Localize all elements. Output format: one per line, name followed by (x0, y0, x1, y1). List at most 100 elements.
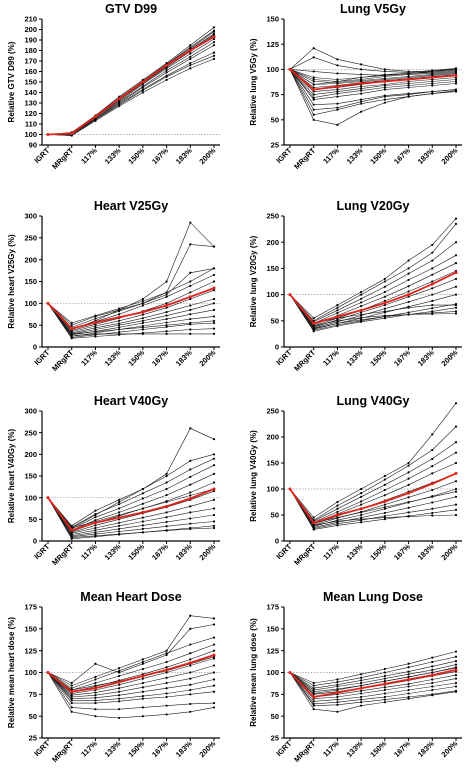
patient-series-line (289, 69, 457, 100)
mean-data-point (212, 286, 216, 290)
patient-data-point (360, 518, 363, 521)
patient-data-point (141, 686, 144, 689)
patient-data-point (212, 453, 216, 456)
patient-data-point (212, 513, 216, 517)
patient-data-point (189, 526, 192, 530)
patient-data-point (454, 67, 458, 70)
patient-data-point (407, 688, 410, 692)
patient-data-point (336, 507, 339, 510)
patient-data-point (212, 507, 216, 510)
patient-data-point (431, 273, 434, 276)
patient-data-point (407, 72, 410, 75)
patient-data-point (212, 289, 216, 292)
patient-data-point (189, 664, 192, 667)
patient-series-line (47, 303, 215, 336)
y-tick-label: 125 (24, 646, 37, 655)
patient-data-point (336, 500, 339, 504)
patient-data-point (454, 222, 458, 225)
patient-data-point (336, 78, 339, 81)
patient-data-point (431, 307, 434, 310)
patient-series-line (47, 497, 215, 535)
patient-data-point (454, 461, 458, 465)
panel-8: Mean Lung Dose255075100125150175IGRTMRgR… (249, 590, 462, 774)
patient-data-point (383, 280, 386, 283)
mean-series-line (47, 36, 215, 136)
patient-data-point (165, 649, 168, 652)
patient-data-point (360, 684, 363, 687)
patient-data-point (383, 74, 386, 77)
mean-data-point (383, 301, 387, 305)
patient-data-point (212, 280, 216, 283)
y-tick-label: 125 (266, 646, 279, 655)
y-tick-label: 300 (24, 212, 37, 221)
patient-data-point (360, 297, 363, 300)
patient-data-point (118, 104, 121, 107)
patient-data-point (165, 71, 168, 74)
patient-data-point (94, 529, 97, 532)
patient-data-point (165, 78, 168, 81)
y-tick-label: 200 (266, 433, 279, 442)
x-tick-label: MRgRT (50, 146, 75, 171)
y-tick-label: 100 (24, 493, 37, 502)
patient-data-point (141, 497, 144, 500)
x-tick-label: 150% (126, 542, 146, 562)
mean-data-point (430, 673, 434, 677)
patient-data-point (141, 677, 144, 680)
mean-data-point (288, 67, 292, 71)
y-tick-label: 200 (24, 25, 37, 34)
patient-data-point (431, 465, 434, 468)
patient-series-line (47, 268, 215, 326)
patient-data-point (141, 527, 144, 530)
patient-data-point (431, 660, 434, 664)
patient-data-point (383, 290, 386, 294)
patient-data-point (165, 314, 168, 317)
x-tick-label: 167% (150, 348, 170, 368)
patient-data-point (407, 685, 410, 688)
y-tick-label: 25 (271, 141, 279, 150)
y-axis-label: Relative GTV D99 (%) (7, 41, 16, 122)
x-tick-label: 117% (79, 542, 99, 562)
patient-data-point (118, 322, 121, 325)
mean-data-point (46, 671, 50, 674)
patient-data-point (360, 313, 363, 316)
patient-data-point (336, 72, 339, 75)
patient-series-line (289, 69, 457, 126)
patient-series-line (289, 286, 457, 329)
patient-data-point (383, 474, 386, 478)
patient-data-point (431, 280, 434, 283)
patient-data-point (70, 332, 73, 335)
patient-data-point (407, 464, 410, 467)
y-tick-label: 200 (24, 450, 37, 459)
mean-data-point (212, 487, 216, 491)
patient-data-point (118, 694, 121, 697)
patient-data-point (312, 108, 315, 111)
x-tick-label: 117% (321, 739, 341, 759)
patient-data-point (212, 245, 216, 248)
mean-data-point (454, 73, 458, 77)
patient-data-point (407, 477, 410, 480)
patient-data-point (212, 302, 216, 305)
patient-data-point (360, 68, 363, 71)
patient-data-point (70, 687, 73, 690)
mean-data-point (312, 695, 316, 699)
patient-series-line (289, 69, 457, 95)
x-tick-label: 117% (79, 348, 99, 368)
patient-data-point (189, 332, 192, 335)
y-tick-label: 150 (266, 624, 279, 633)
patient-data-point (212, 524, 216, 527)
patient-data-point (336, 701, 339, 704)
patient-data-point (165, 493, 168, 497)
x-tick-label: 117% (321, 542, 341, 562)
patient-data-point (407, 682, 410, 685)
patient-data-point (407, 95, 410, 98)
patient-data-point (212, 684, 216, 687)
patient-data-point (141, 297, 144, 301)
patient-data-point (212, 671, 216, 674)
patient-data-point (70, 337, 73, 340)
patient-data-point (141, 319, 144, 322)
patient-data-point (360, 316, 363, 319)
patient-data-point (189, 522, 192, 525)
patient-series-line (47, 303, 215, 335)
patient-series-line (289, 651, 457, 684)
patient-series-line (47, 488, 215, 529)
